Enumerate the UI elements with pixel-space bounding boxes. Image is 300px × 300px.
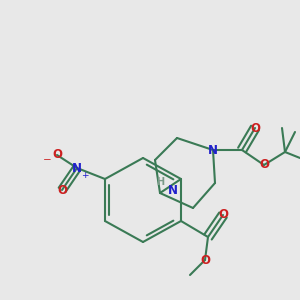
- Text: O: O: [200, 254, 210, 266]
- Text: O: O: [218, 208, 228, 221]
- Text: O: O: [259, 158, 269, 172]
- Text: N: N: [208, 143, 218, 157]
- Text: O: O: [52, 148, 62, 161]
- Text: +: +: [81, 172, 89, 181]
- Text: −: −: [43, 155, 51, 165]
- Text: N: N: [167, 184, 178, 196]
- Text: N: N: [72, 161, 82, 175]
- Text: O: O: [250, 122, 260, 134]
- Text: H: H: [156, 177, 165, 187]
- Text: O: O: [57, 184, 67, 196]
